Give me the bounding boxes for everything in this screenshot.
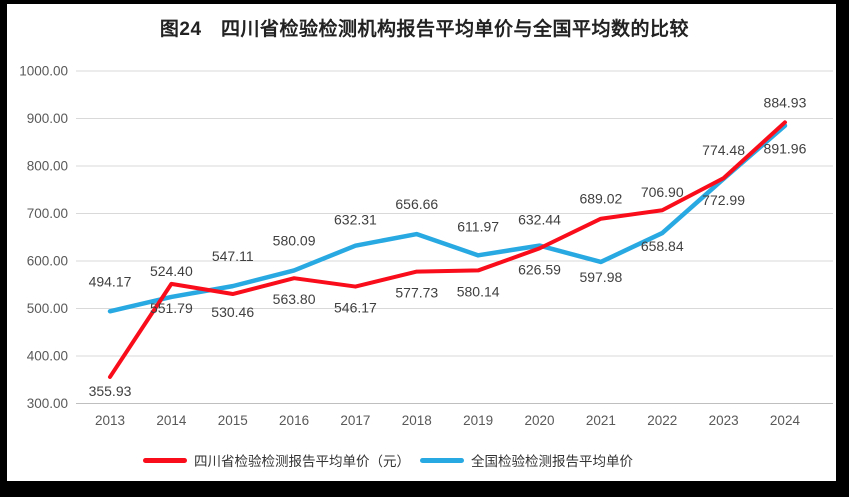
y-axis-label: 600.00: [27, 254, 68, 269]
y-axis-label: 900.00: [27, 111, 68, 126]
x-axis-label: 2017: [340, 413, 370, 428]
data-label-national-2016: 580.09: [273, 232, 316, 248]
data-label-sichuan-2020: 626.59: [518, 261, 561, 277]
data-label-sichuan-2019: 580.14: [457, 283, 500, 299]
x-axis-label: 2023: [709, 413, 739, 428]
x-axis-label: 2016: [279, 413, 309, 428]
y-axis-label: 500.00: [27, 301, 68, 316]
data-label-sichuan-2016: 563.80: [273, 291, 316, 307]
x-axis-label: 2014: [156, 413, 187, 428]
data-label-national-2021: 597.98: [579, 269, 622, 285]
data-label-sichuan-2022: 706.90: [641, 184, 684, 200]
data-label-national-2018: 656.66: [395, 196, 438, 212]
chart-background: [7, 4, 836, 481]
x-axis-label: 2019: [463, 413, 493, 428]
legend-line-swatch-blue-icon: [420, 457, 464, 463]
data-label-sichuan-2017: 546.17: [334, 300, 377, 316]
data-label-sichuan-2021: 689.02: [579, 191, 622, 207]
data-label-sichuan-2018: 577.73: [395, 285, 438, 301]
chart-title: 图24 四川省检验检测机构报告平均单价与全国平均数的比较: [159, 19, 690, 40]
series-line-national: [107, 123, 788, 314]
data-label-national-2014: 524.40: [150, 263, 193, 279]
data-label-national-2015: 547.11: [212, 248, 254, 264]
x-axis-label: 2021: [586, 413, 616, 428]
series-line-sichuan: [108, 120, 787, 379]
y-axis-label: 800.00: [27, 159, 68, 174]
data-label-sichuan-2014: 551.79: [150, 300, 193, 316]
legend-line-swatch-red-icon: [143, 457, 187, 463]
y-axis-label: 300.00: [27, 396, 68, 411]
data-label-national-2022: 658.84: [641, 238, 684, 254]
data-label-sichuan-2023: 774.48: [702, 142, 745, 158]
legend-item-sichuan: 四川省检验检测报告平均单价（元）: [143, 450, 410, 470]
legend-item-national: 全国检验检测报告平均单价: [420, 450, 633, 470]
x-axis-label: 2024: [770, 413, 801, 428]
data-label-national-2023: 772.99: [702, 192, 745, 208]
data-label-national-2020: 632.44: [518, 212, 561, 228]
y-axis-label: 700.00: [27, 206, 68, 221]
data-label-sichuan-2024: 891.96: [764, 140, 807, 156]
x-axis-label: 2018: [402, 413, 432, 428]
data-label-national-2013: 494.17: [89, 273, 132, 289]
legend-label-sichuan: 四川省检验检测报告平均单价（元）: [194, 454, 410, 469]
data-label-national-2024: 884.93: [764, 95, 807, 111]
x-axis-label: 2013: [95, 413, 125, 428]
legend-label-national: 全国检验检测报告平均单价: [471, 454, 633, 469]
data-label-national-2019: 611.97: [457, 218, 499, 234]
data-label-sichuan-2013: 355.93: [89, 383, 132, 399]
x-axis-label: 2022: [647, 413, 677, 428]
x-axis-label: 2020: [524, 413, 554, 428]
chart-legend: 四川省检验检测报告平均单价（元） 全国检验检测报告平均单价: [143, 450, 633, 470]
y-axis-label: 1000.00: [19, 64, 68, 79]
data-label-sichuan-2015: 530.46: [211, 304, 254, 320]
data-label-national-2017: 632.31: [334, 212, 377, 228]
y-axis-label: 400.00: [27, 349, 68, 364]
x-axis-label: 2015: [218, 413, 248, 428]
